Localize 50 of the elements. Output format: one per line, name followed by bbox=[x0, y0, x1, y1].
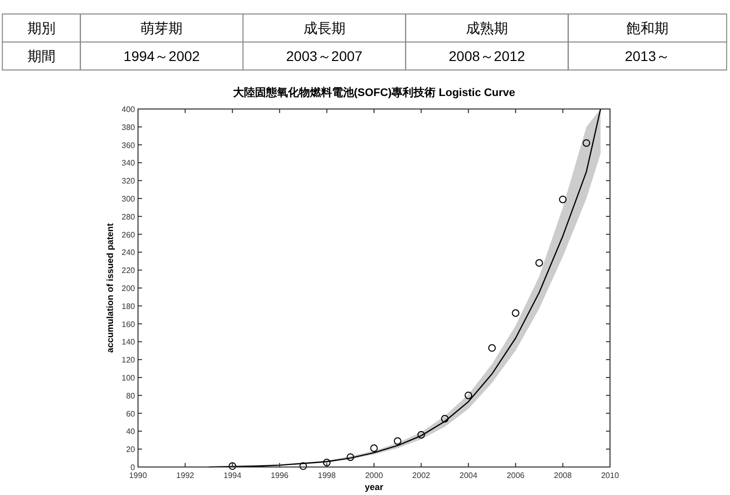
y-tick-label: 300 bbox=[122, 194, 136, 204]
y-tick-label: 360 bbox=[122, 140, 136, 150]
y-tick-label: 120 bbox=[122, 356, 136, 365]
point bbox=[488, 344, 496, 352]
y-tick-label: 180 bbox=[122, 302, 136, 311]
x-tick-label: 1992 bbox=[176, 471, 195, 480]
y-tick-label: 20 bbox=[126, 445, 136, 454]
y-tick-label: 280 bbox=[122, 212, 136, 222]
y-tick-label: 260 bbox=[122, 230, 136, 240]
y-axis-title: accumulation of issued patent bbox=[105, 223, 115, 353]
y-tick-label: 320 bbox=[122, 176, 136, 186]
y-tick-label: 60 bbox=[126, 409, 136, 418]
x-tick-label: 1994 bbox=[224, 471, 242, 480]
x-tick-label: 1996 bbox=[270, 471, 290, 480]
y-tick-label: 380 bbox=[122, 122, 136, 132]
y-tick-label: 220 bbox=[122, 266, 136, 276]
y-tick-label: 400 bbox=[122, 105, 136, 114]
point bbox=[559, 196, 567, 204]
chart-title: 大陸固態氧化物燃料電池(SOFC)專利技術 Logistic Curve bbox=[232, 86, 516, 99]
y-tick-label: 240 bbox=[122, 248, 136, 258]
x-tick-label: 2004 bbox=[460, 471, 478, 480]
y-tick-label: 140 bbox=[122, 338, 136, 347]
point bbox=[228, 462, 236, 470]
point bbox=[346, 453, 354, 461]
x-tick-label: 2008 bbox=[554, 471, 572, 480]
x-tick-label: 1998 bbox=[318, 471, 336, 480]
point bbox=[464, 392, 472, 400]
point bbox=[299, 462, 307, 470]
point bbox=[394, 437, 402, 445]
y-tick-label: 160 bbox=[122, 320, 136, 329]
x-axis-title: year bbox=[364, 482, 384, 492]
point bbox=[370, 444, 378, 452]
point bbox=[582, 139, 590, 147]
x-tick-label: 2002 bbox=[412, 471, 431, 480]
x-tick-label: 2006 bbox=[506, 471, 526, 480]
x-tick-label: 2000 bbox=[365, 471, 384, 480]
point bbox=[323, 458, 331, 466]
y-tick-label: 200 bbox=[122, 284, 136, 293]
point bbox=[441, 414, 449, 422]
point bbox=[535, 259, 543, 267]
y-tick-label: 340 bbox=[122, 158, 136, 168]
x-tick-label: 2010 bbox=[601, 471, 620, 480]
y-tick-label: 100 bbox=[122, 374, 136, 382]
y-tick-label: 0 bbox=[130, 463, 136, 472]
table: 期別 萌芽期 成長期 成熟期 飽和期 期間 1994～2002 2003～2007 2008～2012 2013～ bbox=[2, 14, 728, 70]
y-tick-label: 80 bbox=[126, 391, 136, 400]
point bbox=[512, 309, 520, 317]
x-tick-label: 1990 bbox=[129, 471, 148, 480]
point bbox=[417, 430, 425, 439]
y-tick-label: 40 bbox=[126, 427, 136, 436]
